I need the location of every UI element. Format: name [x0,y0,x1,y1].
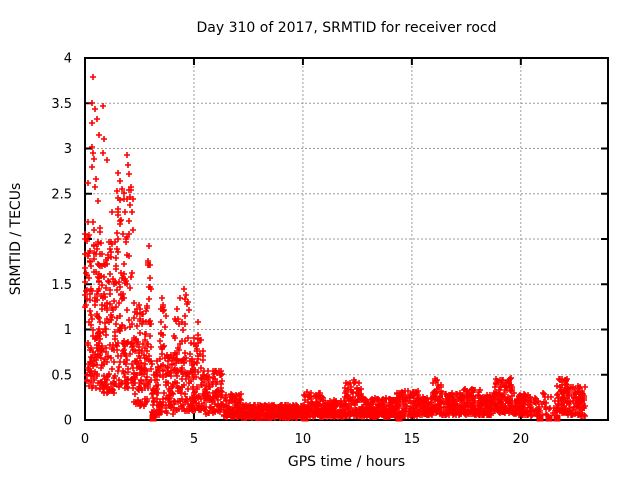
svg-text:1.5: 1.5 [51,278,72,293]
svg-text:1: 1 [64,323,72,338]
svg-text:20: 20 [513,432,530,447]
svg-text:0.5: 0.5 [51,368,72,383]
svg-text:4: 4 [64,52,72,67]
svg-text:5: 5 [190,432,198,447]
data-points [82,74,588,421]
svg-text:3: 3 [64,142,72,157]
x-tick-labels: 0 5 10 15 20 [81,432,529,447]
svg-text:0: 0 [64,414,72,429]
y-tick-labels: 0 0.5 1 1.5 2 2.5 3 3.5 4 [51,52,72,429]
svg-text:15: 15 [404,432,421,447]
x-axis-label: GPS time / hours [287,454,406,470]
svg-text:3.5: 3.5 [51,97,72,112]
zero-value-squares [149,414,561,422]
gridlines [85,58,608,420]
svg-text:2: 2 [64,233,72,248]
chart-title: Day 310 of 2017, SRMTID for receiver roc… [196,20,497,36]
svg-text:2.5: 2.5 [51,187,72,202]
svg-text:0: 0 [81,432,89,447]
svg-text:10: 10 [295,432,312,447]
